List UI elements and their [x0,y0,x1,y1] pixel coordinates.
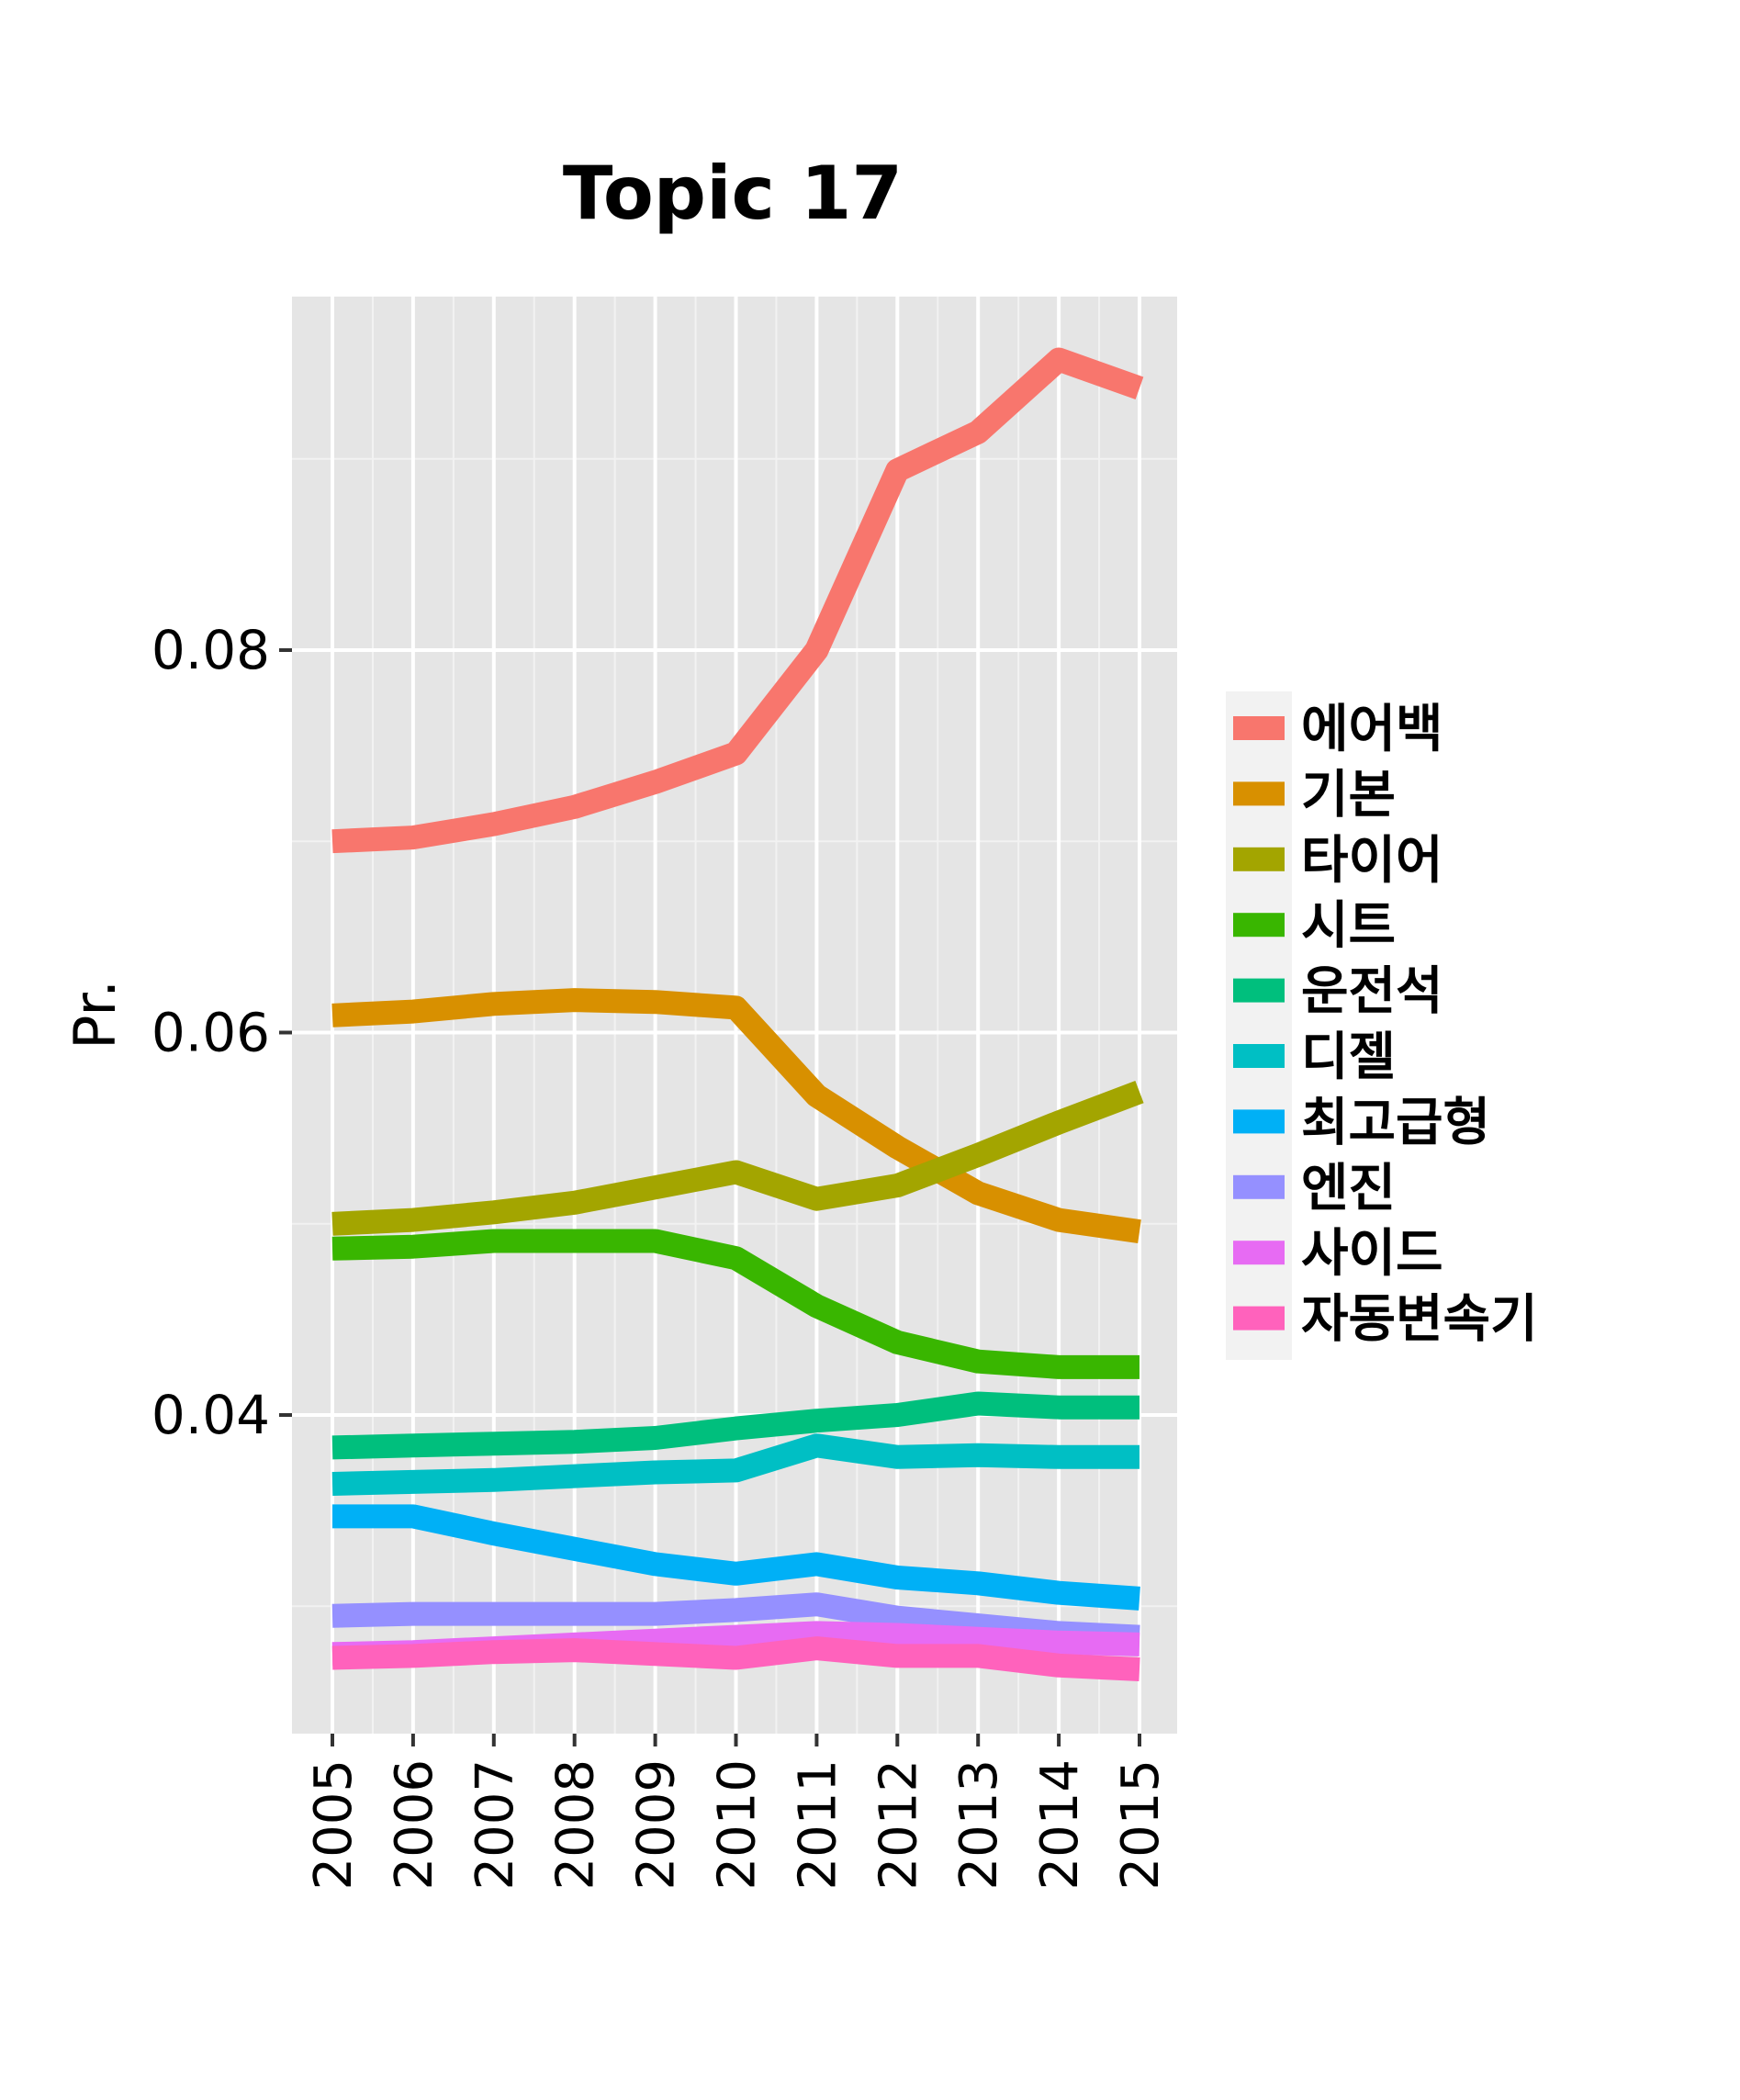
series-line-10 [331,1636,1140,1681]
legend-swatch [1233,781,1285,806]
x-tick-label: 2006 [385,1759,444,1891]
legend-swatch [1233,1174,1285,1199]
x-tick-label: 2012 [869,1759,928,1891]
chart-title: Topic 17 [563,151,903,236]
x-tick-label: 2014 [1030,1759,1090,1891]
x-tick-label: 2009 [627,1759,687,1891]
legend-label: 엔진 [1301,1159,1396,1218]
series-line-4 [331,1229,1139,1379]
legend-swatch [1233,978,1285,1003]
grid-major [292,297,1177,1734]
legend-label: 디젤 [1301,1028,1396,1087]
x-tick-label: 2011 [788,1759,848,1891]
x-tick-label: 2013 [949,1759,1009,1891]
series-lines [331,347,1144,1681]
legend-swatch [1233,913,1285,938]
legend-swatch [1233,1044,1285,1068]
legend-label: 타이어 [1301,831,1443,891]
series-line-3 [331,1080,1144,1236]
series-line-7 [332,1504,1140,1611]
x-tick-label: 2007 [466,1759,525,1891]
legend-label: 최고급형 [1301,1093,1490,1152]
x-tick-label: 2015 [1111,1759,1171,1891]
legend-label: 사이드 [1301,1224,1443,1284]
y-axis-label: Pr. [62,980,129,1050]
series-line-2 [331,988,1141,1243]
legend-swatch [1233,847,1285,871]
legend-swatch [1233,1241,1285,1265]
series-line-5 [331,1391,1139,1460]
x-tick-label: 2008 [546,1759,606,1891]
y-axis: 0.04 0.06 0.08 [152,619,292,1446]
y-tick-label: 0.08 [152,619,270,681]
series-line-8 [331,1592,1140,1649]
legend-label: 자동변속기 [1301,1290,1538,1350]
x-tick-label: 2010 [708,1759,768,1891]
legend-label: 기본 [1301,765,1396,825]
legend-swatch [1233,716,1285,740]
series-line-1 [331,347,1144,854]
y-tick-label: 0.06 [152,1002,270,1064]
legend-swatch [1233,1109,1285,1134]
x-axis: 2005 2006 2007 2008 2009 2010 2011 2012 2013 2014… [304,1734,1171,1891]
x-tick-label: 2005 [304,1759,364,1891]
legend-swatch [1233,1306,1285,1331]
y-tick-label: 0.04 [152,1384,270,1446]
legend-label: 운전석 [1301,962,1443,1022]
legend-label: 시트 [1301,896,1396,956]
series-line-6 [331,1433,1139,1496]
legend-label: 에어백 [1301,700,1443,759]
